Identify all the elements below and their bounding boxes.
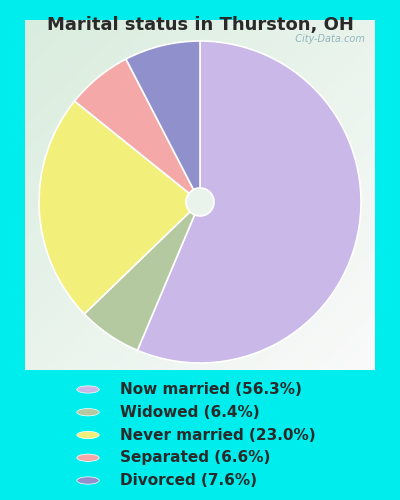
Wedge shape <box>126 41 200 190</box>
Text: Marital status in Thurston, OH: Marital status in Thurston, OH <box>46 16 354 34</box>
Circle shape <box>77 386 99 393</box>
Wedge shape <box>137 41 361 363</box>
Circle shape <box>77 432 99 438</box>
Text: Now married (56.3%): Now married (56.3%) <box>120 382 302 397</box>
Text: Widowed (6.4%): Widowed (6.4%) <box>120 405 260 420</box>
Wedge shape <box>74 59 194 193</box>
Text: City-Data.com: City-Data.com <box>289 34 364 44</box>
Circle shape <box>77 454 99 462</box>
Circle shape <box>77 408 99 416</box>
Text: Divorced (7.6%): Divorced (7.6%) <box>120 473 257 488</box>
Wedge shape <box>39 101 190 314</box>
Wedge shape <box>84 212 194 350</box>
Text: Never married (23.0%): Never married (23.0%) <box>120 428 316 442</box>
Circle shape <box>77 477 99 484</box>
Text: Separated (6.6%): Separated (6.6%) <box>120 450 270 465</box>
